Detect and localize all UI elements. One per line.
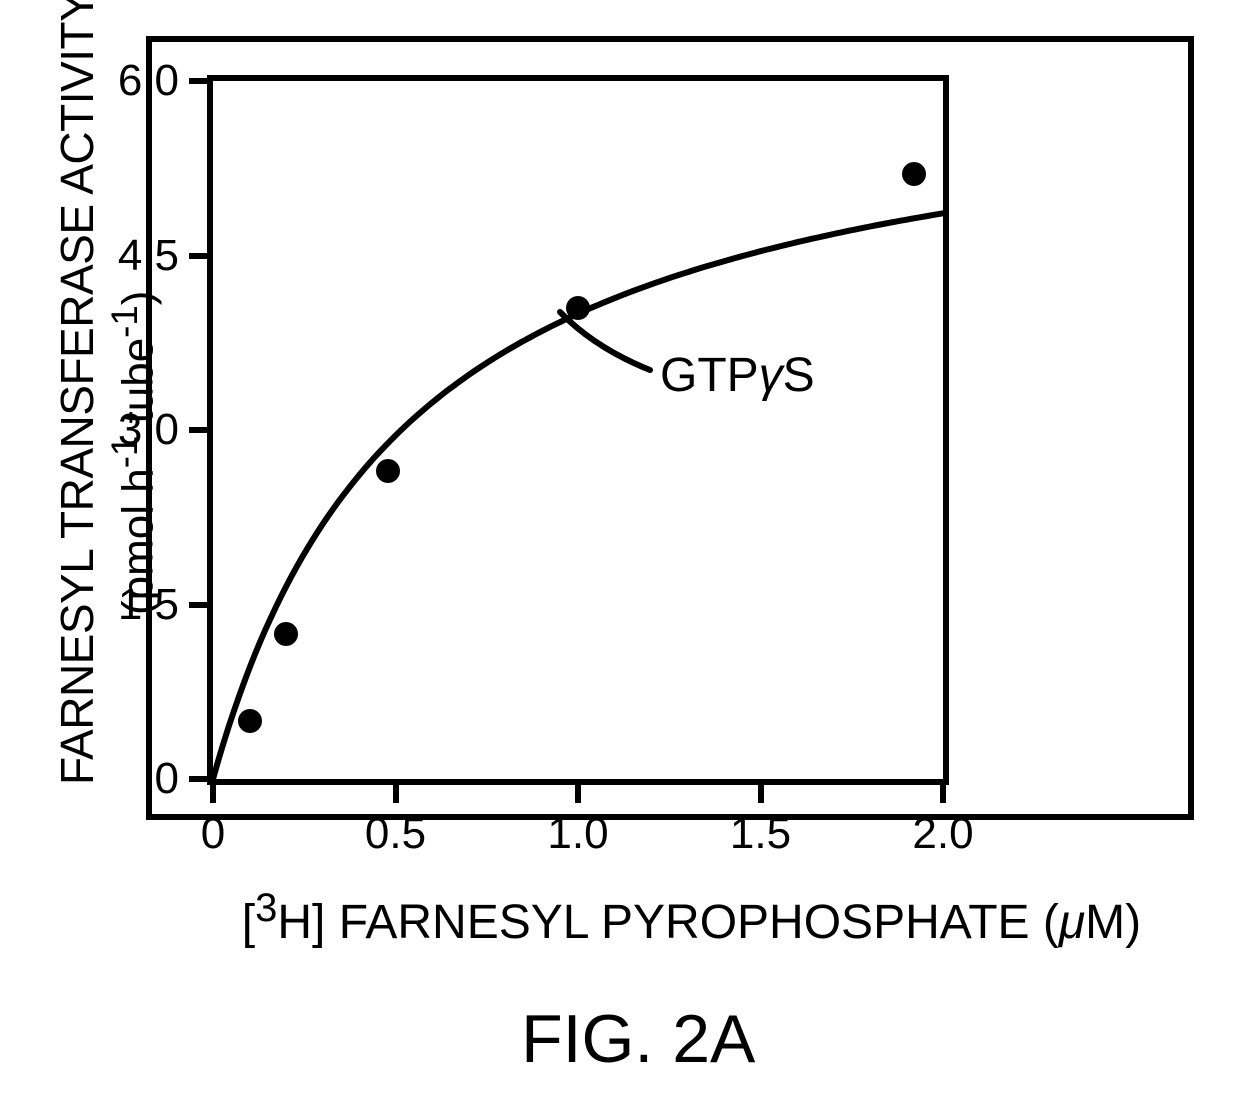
data-point [238, 709, 262, 733]
x-tick [575, 785, 581, 803]
figure-root: FARNESYL TRANSFERASE ACTIVITY (pmol h-1 … [0, 0, 1239, 1114]
series-label-suffix: S [783, 349, 815, 402]
x-axis-title: [3H] FARNESYL PYROPHOSPHATE (μM) [242, 886, 1141, 950]
data-point [376, 459, 400, 483]
figure-caption-text: FIG. 2A [521, 1001, 755, 1077]
series-label: GTPγS [660, 348, 815, 403]
y-tick-label: 3.0 [118, 405, 179, 455]
x-tick [940, 785, 946, 803]
x-title-greek: μ [1059, 896, 1085, 949]
x-title-mid: H] FARNESYL PYROPHOSPHATE ( [277, 896, 1059, 949]
x-tick [393, 785, 399, 803]
figure-caption: FIG. 2A [521, 1000, 755, 1078]
x-tick [758, 785, 764, 803]
y-tick-label: 4.5 [118, 231, 179, 281]
x-title-prefix: [ [242, 896, 255, 949]
y-tick-label: 1.5 [118, 580, 179, 630]
y-tick [189, 253, 207, 259]
y-tick [189, 427, 207, 433]
x-tick-label: 0.5 [365, 809, 426, 859]
series-label-greek: γ [759, 349, 783, 402]
x-tick-label: 0 [201, 809, 225, 859]
x-tick-label: 1.0 [547, 809, 608, 859]
y-axis-title-line1: FARNESYL TRANSFERASE ACTIVITY [51, 0, 103, 785]
y-tick-label: 6.0 [118, 56, 179, 106]
plot-area [207, 75, 949, 785]
data-point [566, 296, 590, 320]
data-point [902, 162, 926, 186]
y-axis-units-sup2: -1 [104, 305, 145, 338]
y-tick [189, 602, 207, 608]
x-tick-label: 1.5 [730, 809, 791, 859]
y-axis-units-suffix: ) [114, 291, 163, 306]
x-title-suffix: M) [1085, 896, 1141, 949]
y-tick [189, 776, 207, 782]
x-tick [210, 785, 216, 803]
y-tick [189, 78, 207, 84]
series-label-prefix: GTP [660, 349, 759, 402]
data-point [274, 622, 298, 646]
y-axis-title: FARNESYL TRANSFERASE ACTIVITY [50, 75, 104, 785]
x-title-sup: 3 [255, 886, 277, 930]
x-tick-label: 2.0 [912, 809, 973, 859]
y-tick-label: 0 [155, 754, 179, 804]
